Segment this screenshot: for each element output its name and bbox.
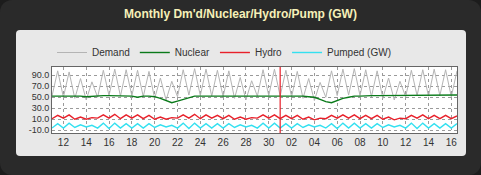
svg-text:30: 30 bbox=[263, 137, 275, 148]
svg-text:Hydro: Hydro bbox=[255, 47, 282, 58]
svg-text:04: 04 bbox=[309, 137, 321, 148]
svg-text:14: 14 bbox=[423, 137, 435, 148]
svg-text:12: 12 bbox=[400, 137, 412, 148]
svg-text:Demand: Demand bbox=[92, 47, 130, 58]
svg-text:24: 24 bbox=[195, 137, 207, 148]
html-text:Monthly Dm'd/Nuclear/Hydro/Pum: Monthly Dm'd/Nuclear/Hydro/Pump (GW) bbox=[124, 7, 357, 21]
svg-text:-10.0: -10.0 bbox=[29, 125, 50, 135]
svg-text:06: 06 bbox=[332, 137, 344, 148]
svg-text:02: 02 bbox=[286, 137, 298, 148]
svg-text:12: 12 bbox=[58, 137, 70, 148]
svg-text:14: 14 bbox=[81, 137, 93, 148]
svg-text:28: 28 bbox=[240, 137, 252, 148]
svg-text:16: 16 bbox=[103, 137, 115, 148]
svg-text:20: 20 bbox=[149, 137, 161, 148]
svg-text:22: 22 bbox=[172, 137, 184, 148]
svg-text:Nuclear: Nuclear bbox=[175, 47, 210, 58]
svg-text:08: 08 bbox=[354, 137, 366, 148]
svg-text:18: 18 bbox=[126, 137, 138, 148]
svg-text:10.0: 10.0 bbox=[32, 114, 50, 124]
svg-text:26: 26 bbox=[218, 137, 230, 148]
svg-text:10: 10 bbox=[377, 137, 389, 148]
svg-text:90.0: 90.0 bbox=[32, 70, 50, 80]
svg-text:70.0: 70.0 bbox=[32, 81, 50, 91]
svg-text:16: 16 bbox=[446, 137, 458, 148]
svg-text:Pumped (GW): Pumped (GW) bbox=[327, 47, 391, 58]
svg-text:30.0: 30.0 bbox=[32, 103, 50, 113]
svg-text:50.0: 50.0 bbox=[32, 92, 50, 102]
